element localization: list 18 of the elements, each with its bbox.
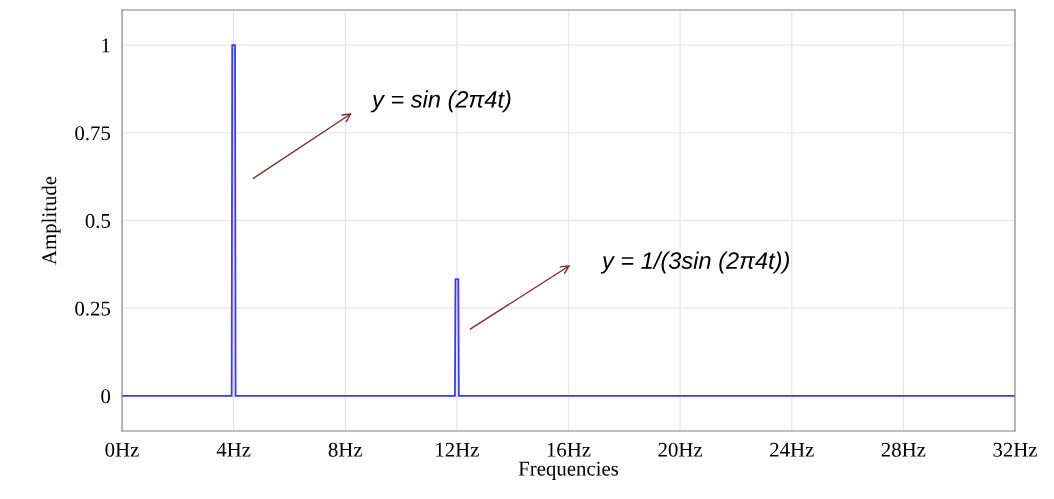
x-tick-label: 16Hz: [547, 442, 591, 457]
x-tick-label: 32Hz: [993, 442, 1037, 457]
x-axis-title: Frequencies: [518, 461, 619, 480]
x-tick-label: 24Hz: [770, 442, 814, 457]
x-tick-label: 4Hz: [216, 442, 251, 457]
y-axis-title: Amplitude: [41, 176, 61, 265]
x-tick-label: 0Hz: [105, 442, 139, 457]
y-tick-label: 0.25: [75, 301, 111, 316]
x-tick-label: 8Hz: [328, 442, 363, 457]
y-tick-label: 0.75: [75, 126, 111, 141]
annotation: y = sin (2π4t): [370, 90, 511, 113]
y-tick-label: 0.5: [85, 213, 111, 229]
x-tick-label: 28Hz: [881, 442, 926, 457]
y-tick-label: 1: [102, 38, 110, 53]
x-tick-label: 20Hz: [658, 442, 703, 457]
annotation: y = 1/(3sin (2π4t)): [600, 251, 789, 274]
x-tick-label: 12Hz: [436, 442, 479, 457]
y-tick-label: 0: [101, 389, 111, 404]
